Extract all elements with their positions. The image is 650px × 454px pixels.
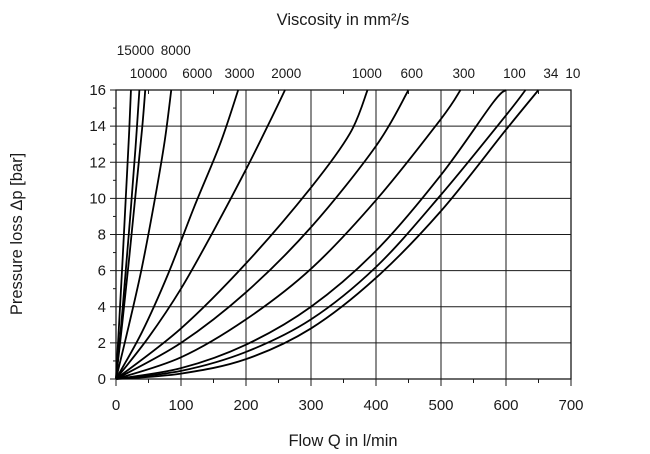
y-tick-label: 16 — [89, 82, 106, 99]
y-tick-label: 6 — [98, 263, 106, 280]
y-tick-label: 10 — [89, 190, 106, 207]
viscosity-label: 600 — [400, 66, 423, 81]
curve-viscosity-6000 — [115, 89, 173, 380]
curve-viscosity-8000 — [115, 89, 147, 380]
x-axis-title: Flow Q in l/min — [288, 432, 397, 450]
viscosity-label: 1000 — [352, 66, 382, 81]
y-tick-label: 12 — [89, 154, 106, 171]
x-tick-label: 500 — [428, 397, 453, 414]
viscosity-label: 100 — [503, 66, 526, 81]
curve-viscosity-3000 — [115, 89, 240, 380]
viscosity-label: 6000 — [182, 66, 212, 81]
x-tick-label: 0 — [112, 397, 120, 414]
viscosity-label: 300 — [452, 66, 475, 81]
y-tick-label: 8 — [98, 227, 106, 244]
curve-viscosity-300 — [115, 89, 462, 380]
x-tick-label: 100 — [168, 397, 193, 414]
y-axis-title: Pressure loss Δp [bar] — [8, 153, 26, 315]
x-tick-label: 200 — [233, 397, 258, 414]
y-tick-label: 0 — [98, 371, 106, 388]
x-tick-label: 700 — [558, 397, 583, 414]
curve-viscosity-34 — [115, 89, 527, 380]
x-tick-label: 600 — [493, 397, 518, 414]
viscosity-label: 2000 — [271, 66, 301, 81]
y-axis-ticks: 0 2 4 6 8 10 12 14 16 — [89, 82, 116, 388]
viscosity-curves — [115, 89, 540, 380]
viscosity-labels: 15000 8000 10000 6000 3000 2000 1000 600 300 100 3… — [117, 43, 581, 81]
viscosity-label: 3000 — [224, 66, 254, 81]
curve-viscosity-2000 — [115, 89, 286, 380]
x-tick-label: 400 — [363, 397, 388, 414]
viscosity-label: 8000 — [161, 43, 191, 58]
y-tick-label: 4 — [98, 299, 106, 316]
viscosity-label: 10 — [565, 66, 580, 81]
curve-viscosity-15000 — [115, 89, 132, 380]
curve-viscosity-600 — [115, 89, 410, 380]
curve-viscosity-100 — [115, 89, 507, 380]
curve-viscosity-1000 — [115, 89, 369, 380]
x-tick-label: 300 — [298, 397, 323, 414]
viscosity-label: 15000 — [117, 43, 155, 58]
chart-title: Viscosity in mm²/s — [277, 11, 410, 29]
viscosity-label: 10000 — [130, 66, 168, 81]
curve-viscosity-10 — [115, 89, 540, 380]
x-axis-ticks: 0 100 200 300 400 500 600 700 — [112, 90, 584, 414]
viscosity-label: 34 — [543, 66, 559, 81]
y-tick-label: 14 — [89, 118, 106, 135]
y-tick-label: 2 — [98, 335, 106, 352]
